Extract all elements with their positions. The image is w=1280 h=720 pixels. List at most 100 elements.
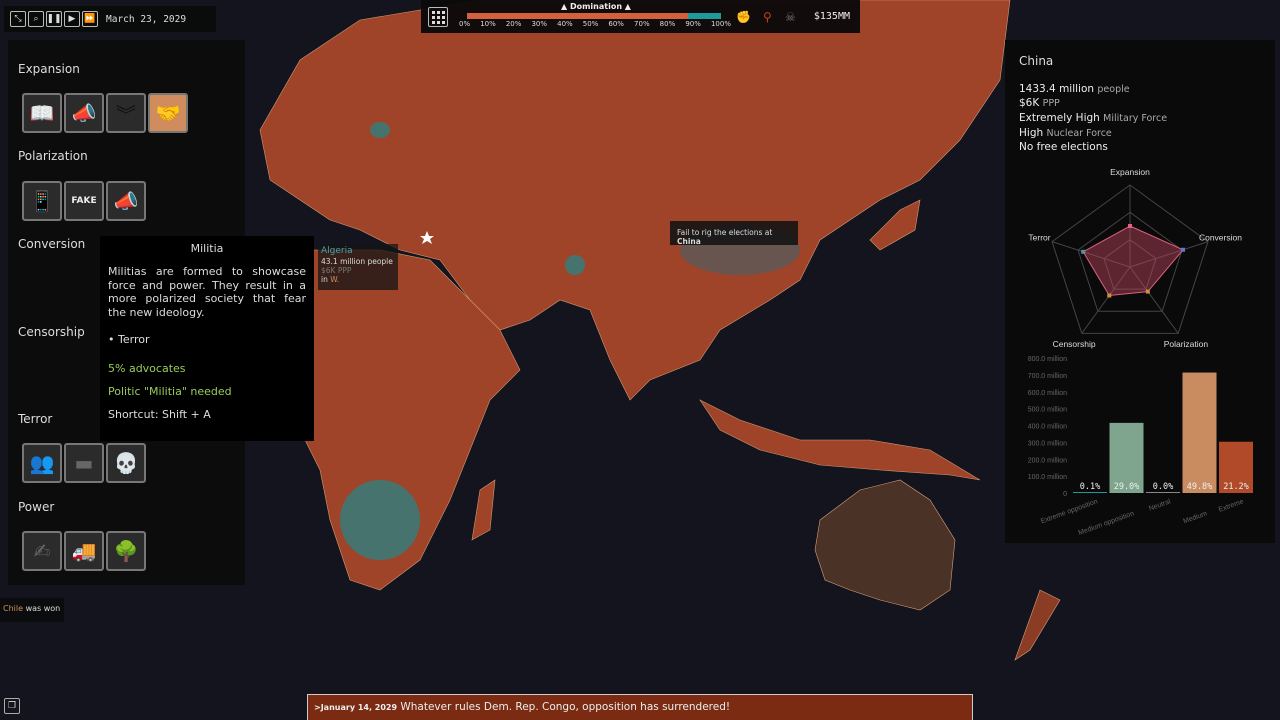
bar bbox=[1219, 441, 1253, 493]
radar-axis-line bbox=[1129, 241, 1209, 268]
stat-ppp: $6K PPP bbox=[1019, 97, 1060, 109]
domination-tick: 70% bbox=[634, 20, 650, 28]
domination-tick: 20% bbox=[505, 20, 522, 28]
book-icon[interactable]: 📖 bbox=[22, 93, 62, 133]
domination-tick: 10% bbox=[480, 20, 496, 28]
map-se-asia bbox=[699, 399, 981, 481]
radar-grid-ring bbox=[1051, 184, 1209, 334]
country-hover-card: Algeria 43.1 million people $6K PPP in W… bbox=[318, 244, 398, 290]
section-power: Power bbox=[18, 500, 55, 514]
stat-military: Extremely High Military Force bbox=[1019, 112, 1168, 124]
play-icon[interactable]: ▶ bbox=[64, 11, 80, 27]
megaphone-icon[interactable]: 📣 bbox=[64, 93, 104, 133]
skull-icon[interactable]: 💀 bbox=[106, 443, 146, 483]
tooltip-requirement-advocates: 5% advocates bbox=[108, 362, 186, 375]
time-controls: ⤡ ⌕ ❚❚ ▶ ⏩ March 23, 2029 bbox=[4, 6, 216, 32]
handshake-money-icon[interactable]: ✍ bbox=[22, 531, 62, 571]
bar-ytick-label: 700.0 million bbox=[1028, 373, 1067, 380]
radar-point bbox=[1128, 224, 1132, 228]
wings-icon[interactable]: ︾ bbox=[106, 93, 146, 133]
skull-crossbones-icon[interactable]: ☠ bbox=[785, 10, 796, 24]
star-marker-icon bbox=[420, 231, 434, 244]
megaphone-dark-icon[interactable]: 📣 bbox=[106, 181, 146, 221]
domination-tick: 100% bbox=[710, 20, 731, 28]
money-counter: $135MM bbox=[813, 11, 850, 22]
radar-axis-label: Censorship bbox=[1053, 339, 1096, 349]
radar-axis-line bbox=[1129, 266, 1179, 334]
bar-ytick-label: 800.0 million bbox=[1028, 356, 1067, 363]
news-date: >January 14, 2029 bbox=[314, 703, 398, 712]
map-europe-asia bbox=[259, 0, 1011, 401]
radar-point bbox=[1107, 293, 1112, 298]
tooltip-shortcut: Shortcut: Shift + A bbox=[108, 408, 211, 421]
militia-icon[interactable]: 👥 bbox=[22, 443, 62, 483]
hover-ruler-prefix: in bbox=[321, 275, 331, 284]
bar-category-label: Neutral bbox=[1148, 498, 1172, 512]
bar-data-label: 29.0% bbox=[1114, 482, 1140, 492]
fist-icon[interactable]: ✊ bbox=[736, 10, 751, 24]
radar-axis-label: Terror bbox=[1028, 233, 1050, 243]
notification-chile: Chile was won bbox=[0, 598, 64, 622]
bar-category-label: Medium opposition bbox=[1078, 510, 1136, 537]
stat-elections: No free elections bbox=[1019, 141, 1108, 153]
fast-forward-icon[interactable]: ⏩ bbox=[82, 11, 98, 27]
map-australia bbox=[814, 479, 956, 611]
fake-news-icon[interactable]: FAKE bbox=[64, 181, 104, 221]
keyhole-icon[interactable]: ⚲ bbox=[763, 10, 772, 24]
opinion-bar-chart: 0 100.0 million 200.0 million 300.0 million… bbox=[1028, 356, 1253, 537]
layers-toggle-icon[interactable]: ❐ bbox=[4, 698, 20, 714]
bar-category-label: Medium bbox=[1182, 510, 1208, 525]
map-event-text: Fail to rig the elections at bbox=[677, 228, 773, 237]
bar-ytick-label: 400.0 million bbox=[1028, 424, 1067, 431]
map-event-label: Fail to rig the elections at China bbox=[670, 221, 798, 246]
section-censorship: Censorship bbox=[18, 325, 85, 339]
handshake-icon[interactable]: 🤝 bbox=[148, 93, 188, 133]
bar bbox=[1109, 422, 1144, 493]
news-text: Whatever rules Dem. Rep. Congo, oppositi… bbox=[397, 701, 731, 713]
map-japan bbox=[869, 199, 921, 251]
domination-tick: 0% bbox=[459, 20, 471, 28]
radar-chart: Expansion Conversion Polarization Censorshi… bbox=[1028, 167, 1242, 349]
radar-point bbox=[1081, 249, 1086, 254]
notification-country: Chile bbox=[3, 604, 24, 613]
hover-population: 43.1 million people bbox=[321, 257, 393, 266]
bar-ytick-label: 600.0 million bbox=[1028, 390, 1067, 397]
radar-area bbox=[1082, 225, 1184, 297]
domination-tick: 90% bbox=[685, 20, 701, 28]
domination-bar: ▲ Domination ▲ 0% 10% 20% 30% 40% 50% 60% 70% 80… bbox=[421, 0, 860, 33]
section-terror: Terror bbox=[18, 412, 53, 426]
search-icon[interactable]: ⌕ bbox=[28, 11, 44, 27]
domination-label: ▲ Domination ▲ bbox=[561, 2, 631, 11]
tooltip-description: Militias are formed to showcase force an… bbox=[108, 265, 306, 319]
stat-population: 1433.4 million people bbox=[1019, 83, 1130, 95]
section-expansion: Expansion bbox=[18, 62, 80, 76]
mushroom-cloud-icon[interactable]: 🌳 bbox=[106, 531, 146, 571]
radar-axis-line bbox=[1081, 266, 1131, 334]
bar bbox=[1146, 492, 1180, 493]
domination-tick: 60% bbox=[608, 20, 624, 28]
bar-data-label: 0.1% bbox=[1080, 482, 1100, 492]
dynamite-icon[interactable]: ▬ bbox=[64, 443, 104, 483]
zoom-fit-icon[interactable]: ⤡ bbox=[10, 11, 26, 27]
militia-tooltip: Militia Militias are formed to showcase … bbox=[100, 236, 314, 441]
bar-ytick-label: 0 bbox=[1063, 491, 1067, 498]
tooltip-title: Militia bbox=[190, 242, 224, 255]
hover-ruler: W. bbox=[330, 275, 340, 284]
domination-tick: 40% bbox=[557, 20, 573, 28]
domination-ticks: 0% 10% 20% 30% 40% 50% 60% 70% 80% 90% 100% bbox=[459, 20, 731, 28]
military-truck-icon[interactable]: 🚚 bbox=[64, 531, 104, 571]
tooltip-category: • Terror bbox=[108, 333, 150, 346]
stat-nuclear: High Nuclear Force bbox=[1019, 127, 1112, 139]
phone-icon[interactable]: 📱 bbox=[22, 181, 62, 221]
hover-ppp: $6K PPP bbox=[321, 266, 352, 275]
menu-grid-icon[interactable] bbox=[428, 7, 448, 27]
hover-country-name: Algeria bbox=[321, 246, 353, 256]
bar-data-label: 21.2% bbox=[1223, 482, 1249, 492]
section-polarization: Polarization bbox=[18, 149, 88, 163]
map-new-zealand bbox=[1014, 589, 1061, 661]
pause-icon[interactable]: ❚❚ bbox=[46, 11, 62, 27]
radar-axis-label: Conversion bbox=[1199, 233, 1242, 243]
bar-data-label: 0.0% bbox=[1153, 482, 1173, 492]
news-ticker[interactable]: >January 14, 2029 Whatever rules Dem. Re… bbox=[307, 694, 973, 720]
country-info-panel: China 1433.4 million people $6K PPP Extr… bbox=[1005, 40, 1275, 543]
